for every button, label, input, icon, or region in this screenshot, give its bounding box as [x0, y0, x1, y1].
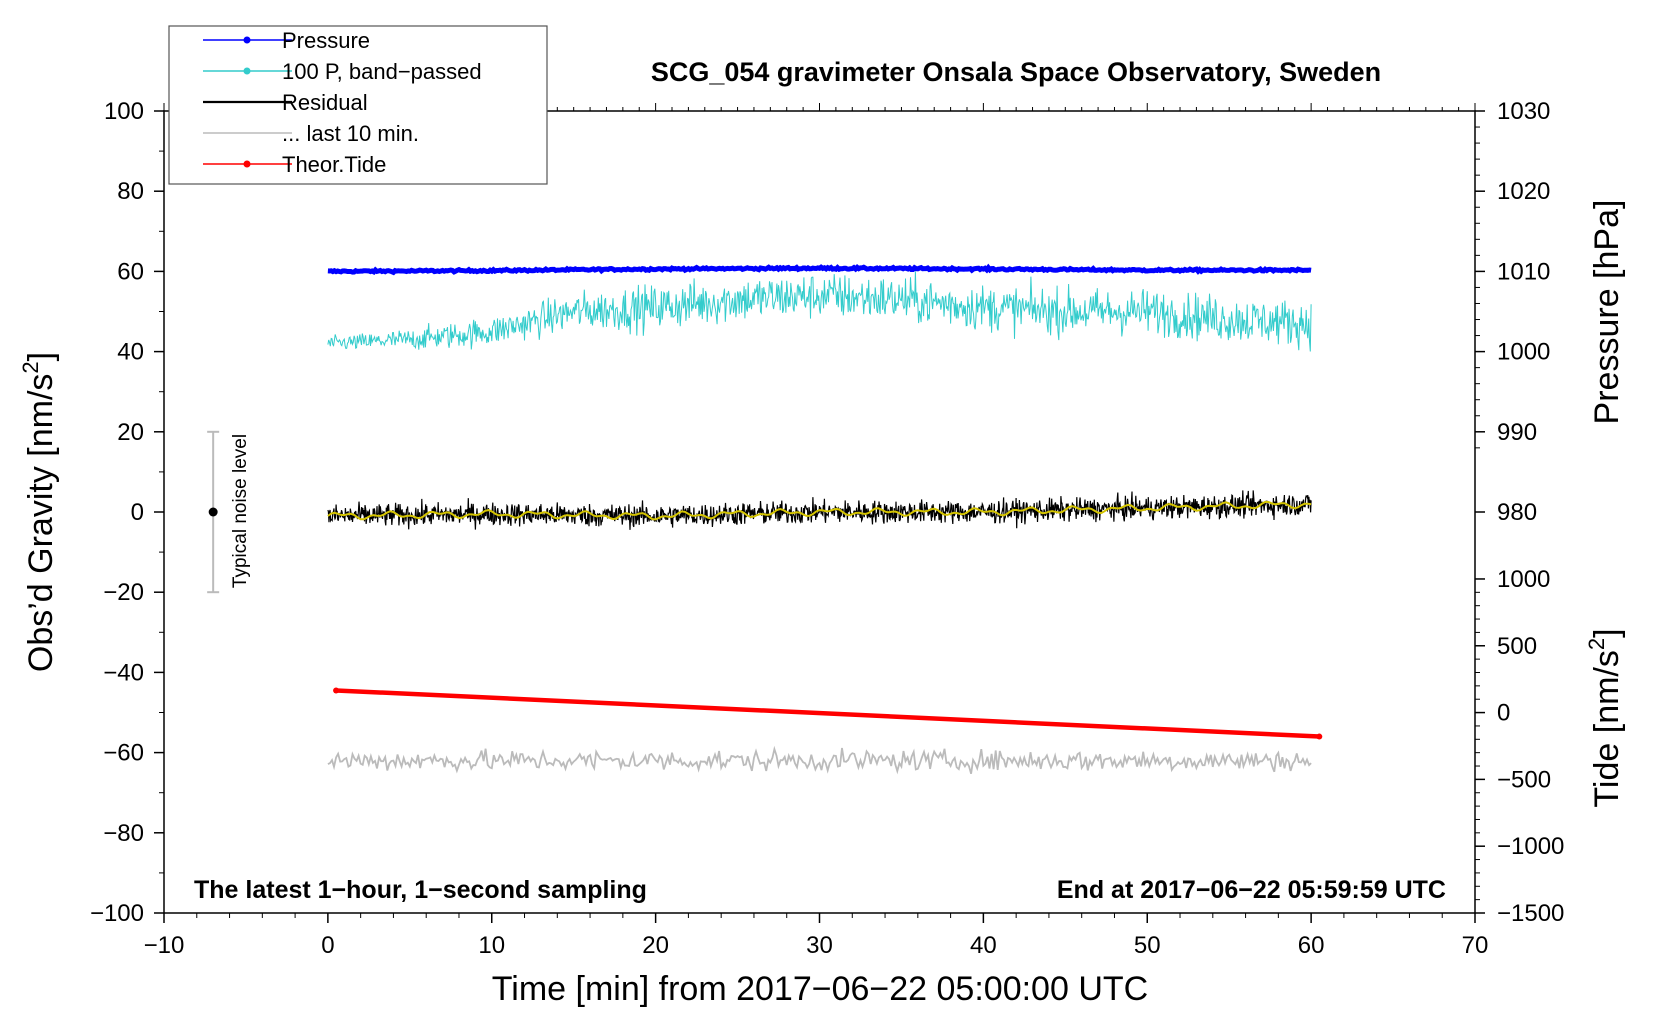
axes-layer: −10 0 10 20 30 40 50 60 70−100−80−60−40−20020406… [90, 98, 1564, 959]
x-tick-label: 60 [1298, 932, 1325, 959]
noise-bar [207, 430, 220, 594]
y-axis-title: Obs’d Gravity [nm/s2] [18, 352, 60, 672]
pressure-tick-label: 990 [1497, 419, 1537, 446]
legend-label: Pressure [282, 28, 370, 53]
x-tick-label: −10 [144, 932, 185, 959]
tide-tick-label: 1000 [1497, 566, 1550, 593]
series-theor-tide-end-point [1316, 733, 1323, 740]
tide-axis-title-end: ] [1588, 628, 1626, 637]
x-axis-title: Time [min] from 2017−06−22 05:00:00 UTC [492, 970, 1148, 1008]
y-tick-label: 20 [117, 419, 144, 446]
series-layer [327, 263, 1323, 775]
y-tick-label: −20 [103, 579, 144, 606]
legend-marker [243, 36, 251, 44]
tide-axis-title-main: Tide [nm/s [1588, 650, 1626, 807]
series-pressure [327, 263, 1312, 276]
chart-title: SCG_054 gravimeter Onsala Space Observat… [651, 57, 1381, 87]
series-theor-tide [335, 688, 1320, 739]
y-tick-label: −60 [103, 740, 144, 767]
y-axis-title-end: ] [22, 352, 60, 361]
tide-tick-label: −1000 [1497, 833, 1564, 860]
tide-tick-label: −1500 [1497, 900, 1564, 927]
tide-tick-label: −500 [1497, 766, 1551, 793]
y-tick-label: −100 [90, 900, 144, 927]
y-tick-label: 40 [117, 339, 144, 366]
legend-marker [243, 67, 251, 75]
pressure-tick-label: 980 [1497, 499, 1537, 526]
y-tick-label: −40 [103, 659, 144, 686]
annotation-latest-hour: The latest 1−hour, 1−second sampling [194, 876, 647, 904]
y-tick-label: 60 [117, 258, 144, 285]
pressure-axis-title: Pressure [hPa] [1588, 200, 1626, 425]
series-residual-smoothed [327, 500, 1312, 521]
tide-tick-label: 0 [1497, 700, 1510, 727]
legend-label: Theor.Tide [282, 152, 386, 177]
pressure-tick-label: 1000 [1497, 339, 1550, 366]
y-tick-label: −80 [103, 820, 144, 847]
legend-label: ... last 10 min. [282, 121, 419, 146]
legend: Pressure 100 P, band−passed Residual ... la… [168, 25, 548, 185]
y-tick-label: 100 [104, 98, 144, 125]
series-band-passed [327, 271, 1312, 352]
y-axis-title-main: Obs’d Gravity [nm/s [22, 374, 60, 673]
legend-box [168, 25, 548, 185]
noise-bar-point [208, 507, 218, 517]
legend-marker [243, 160, 251, 168]
tide-axis-title-sup: 2 [1584, 638, 1609, 650]
legend-label: 100 P, band−passed [282, 59, 482, 84]
noise-bar-label: Typical noise level [230, 434, 251, 588]
y-axis-title-sup: 2 [18, 361, 43, 373]
x-tick-label: 10 [478, 932, 505, 959]
tide-tick-label: 500 [1497, 633, 1537, 660]
y-tick-label: 80 [117, 178, 144, 205]
y-tick-label: 0 [131, 499, 144, 526]
x-tick-label: 40 [970, 932, 997, 959]
x-tick-label: 20 [642, 932, 669, 959]
annotation-end-time: End at 2017−06−22 05:59:59 UTC [1057, 876, 1446, 904]
pressure-tick-label: 1020 [1497, 178, 1550, 205]
x-tick-label: 0 [321, 932, 334, 959]
series-theor-tide-start-point [333, 687, 340, 694]
pressure-tick-label: 1030 [1497, 98, 1550, 125]
x-tick-label: 50 [1134, 932, 1161, 959]
x-tick-label: 70 [1462, 932, 1489, 959]
tide-axis-title: Tide [nm/s2] [1584, 628, 1626, 807]
legend-label: Residual [282, 90, 368, 115]
series-last-10-min [327, 745, 1312, 775]
pressure-tick-label: 1010 [1497, 258, 1550, 285]
x-tick-label: 30 [806, 932, 833, 959]
